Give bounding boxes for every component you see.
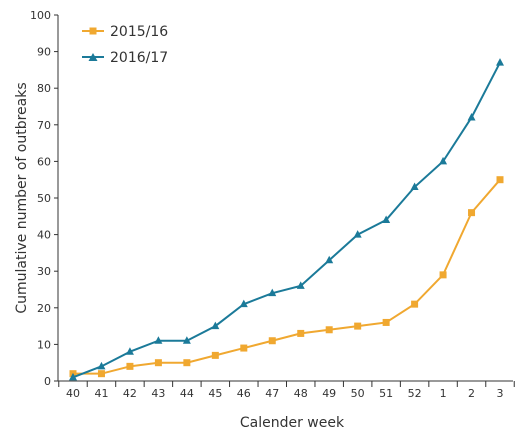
data-point (268, 337, 276, 345)
x-tick-label: 52 (408, 387, 422, 400)
series-2016-17 (69, 58, 504, 381)
data-point (496, 58, 504, 66)
legend-item-2016-17: 2016/17 (82, 50, 168, 66)
data-point (297, 329, 305, 337)
data-point (410, 182, 419, 191)
data-point (325, 255, 334, 264)
data-point (97, 361, 106, 370)
data-point (439, 271, 447, 279)
y-tick-label: 60 (37, 155, 51, 168)
x-axis-title: Calender week (240, 415, 345, 431)
data-point (183, 359, 191, 367)
x-tick-label: 1 (440, 387, 447, 400)
data-point (211, 321, 220, 330)
x-tick-label: 42 (123, 387, 137, 400)
data-point (325, 326, 333, 334)
series-layer (69, 58, 504, 381)
data-point (268, 288, 277, 297)
x-tick-label: 41 (94, 387, 108, 400)
y-tick-label: 20 (37, 302, 51, 315)
series-line (72, 62, 501, 379)
x-tick-label: 48 (294, 387, 308, 400)
data-point (496, 176, 504, 184)
legend-marker-square (89, 27, 97, 35)
x-tick-label: 2 (468, 387, 475, 400)
x-tick-label: 3 (497, 387, 504, 400)
data-point (439, 156, 448, 165)
data-point (239, 299, 248, 308)
y-tick-label: 50 (37, 192, 51, 205)
data-point (211, 351, 219, 359)
x-tick-label: 50 (351, 387, 365, 400)
series-2015-16 (69, 176, 504, 378)
y-tick-label: 100 (30, 9, 51, 22)
x-tick-label: 45 (208, 387, 222, 400)
legend-marker-triangle (88, 53, 98, 61)
legend-item-2015-16: 2015/16 (82, 24, 168, 40)
series-line (73, 179, 501, 375)
x-tick-label: 43 (151, 387, 165, 400)
legend: 2015/16 2016/17 (82, 24, 168, 66)
y-axis-title: Cumulative number of outbreaks (14, 82, 30, 313)
x-tick-label: 47 (265, 387, 279, 400)
y-tick-label: 40 (37, 229, 51, 242)
y-tick-label: 10 (37, 338, 51, 351)
y-tick-label: 70 (37, 119, 51, 132)
data-point (354, 322, 362, 330)
data-point (382, 215, 391, 223)
data-point (126, 362, 134, 370)
data-point (154, 359, 162, 367)
data-point (69, 372, 77, 381)
legend-label-2015-16: 2015/16 (110, 24, 168, 40)
data-point (125, 347, 134, 355)
axes: 0 10 20 30 40 50 60 70 80 90 100 40 41 42 43 44 45 46 47 48… (30, 9, 515, 400)
y-tick-label: 80 (37, 82, 51, 95)
y-tick-label: 0 (44, 375, 51, 388)
data-point (382, 318, 390, 326)
x-tick-label: 51 (379, 387, 393, 400)
y-tick-label: 90 (37, 46, 51, 59)
data-point (411, 300, 419, 308)
data-point (97, 370, 105, 378)
y-tick-label: 30 (37, 265, 51, 278)
data-point (467, 112, 476, 121)
data-point (182, 336, 191, 344)
data-point (240, 344, 248, 352)
data-point (296, 281, 305, 289)
x-tick-label: 49 (322, 387, 336, 400)
x-tick-label: 40 (66, 387, 80, 400)
x-tick-label: 46 (237, 387, 251, 400)
data-point (154, 336, 163, 344)
data-point (468, 209, 476, 217)
data-point (353, 230, 362, 238)
legend-label-2016-17: 2016/17 (110, 50, 168, 66)
x-tick-label: 44 (180, 387, 194, 400)
